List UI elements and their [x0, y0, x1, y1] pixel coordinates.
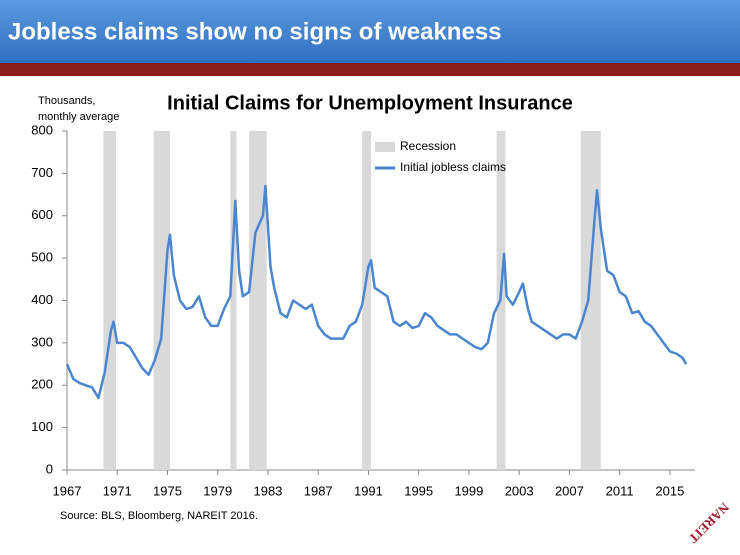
series-line [65, 184, 688, 400]
x-tick-label: 2007 [555, 483, 584, 498]
x-tick-label: 1983 [253, 483, 282, 498]
x-tick-label: 1999 [454, 483, 483, 498]
recession-band [230, 131, 237, 470]
recession-band [362, 131, 371, 470]
x-tick-label: 1991 [354, 483, 383, 498]
slide-title: Jobless claims show no signs of weakness [8, 18, 502, 45]
x-tick-label: 1979 [203, 483, 232, 498]
y-tick-label: 400 [31, 292, 53, 307]
source-note: Source: BLS, Bloomberg, NAREIT 2016. [60, 510, 258, 522]
x-tick-label: 2003 [505, 483, 534, 498]
x-tick-label: 1987 [304, 483, 333, 498]
chart-title: Initial Claims for Unemployment Insuranc… [167, 92, 573, 114]
y-tick-label: 300 [31, 334, 53, 349]
recession-band [103, 131, 116, 470]
x-tick-label: 1995 [404, 483, 433, 498]
y-tick-label: 100 [31, 419, 53, 434]
logo: NAREIT [686, 500, 733, 547]
y-tick-label: 600 [31, 207, 53, 222]
x-tick-label: 2015 [655, 483, 684, 498]
recession-band [580, 131, 601, 470]
recession-band [153, 131, 170, 470]
x-tick-label: 1967 [53, 483, 82, 498]
x-tick-label: 1975 [153, 483, 182, 498]
header-bar [0, 0, 740, 63]
y-tick-label: 800 [31, 122, 53, 137]
x-tick-label: 2011 [606, 483, 634, 498]
y-axis-label: Thousands, [38, 95, 95, 107]
recession-band [249, 131, 267, 470]
y-tick-label: 0 [46, 461, 53, 476]
legend-label: Recession [400, 139, 456, 153]
legend-label: Initial jobless claims [400, 160, 506, 174]
legend-swatch [375, 142, 395, 152]
y-tick-label: 200 [31, 377, 53, 392]
y-axis-label: monthly average [38, 111, 119, 123]
y-tick-label: 500 [31, 250, 53, 265]
header-stripe [0, 63, 740, 76]
y-tick-label: 700 [31, 165, 53, 180]
x-tick-label: 1971 [103, 483, 132, 498]
